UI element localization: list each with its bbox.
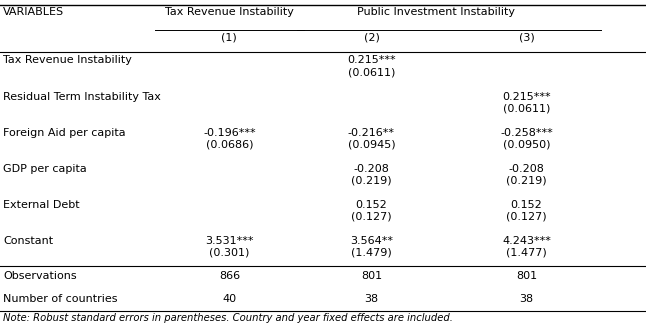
Text: -0.196***: -0.196*** (203, 128, 256, 138)
Text: 4.243***: 4.243*** (502, 236, 551, 246)
Text: GDP per capita: GDP per capita (3, 164, 87, 174)
Text: (0.0950): (0.0950) (503, 140, 550, 150)
Text: Note: Robust standard errors in parentheses. Country and year fixed effects are : Note: Robust standard errors in parenthe… (3, 313, 453, 323)
Text: (1.477): (1.477) (506, 248, 547, 258)
Text: (0.127): (0.127) (351, 212, 391, 222)
Text: Public Investment Instability: Public Investment Instability (357, 7, 515, 17)
Text: (2): (2) (364, 33, 379, 43)
Text: 38: 38 (364, 294, 379, 304)
Text: External Debt: External Debt (3, 200, 80, 210)
Text: Foreign Aid per capita: Foreign Aid per capita (3, 128, 126, 138)
Text: -0.258***: -0.258*** (500, 128, 553, 138)
Text: (0.301): (0.301) (209, 248, 249, 258)
Text: Tax Revenue Instability: Tax Revenue Instability (3, 56, 132, 66)
Text: (0.0686): (0.0686) (205, 140, 253, 150)
Text: (0.219): (0.219) (506, 176, 547, 185)
Text: -0.208: -0.208 (353, 164, 390, 174)
Text: (0.127): (0.127) (506, 212, 547, 222)
Text: (0.0611): (0.0611) (348, 68, 395, 78)
Text: 0.215***: 0.215*** (502, 91, 551, 101)
Text: Tax Revenue Instability: Tax Revenue Instability (165, 7, 294, 17)
Text: 3.564**: 3.564** (350, 236, 393, 246)
Text: Residual Term Instability Tax: Residual Term Instability Tax (3, 91, 161, 101)
Text: (0.0611): (0.0611) (503, 103, 550, 113)
Text: Observations: Observations (3, 271, 77, 281)
Text: (3): (3) (519, 33, 534, 43)
Text: 0.215***: 0.215*** (347, 56, 396, 66)
Text: (0.0945): (0.0945) (348, 140, 395, 150)
Text: 866: 866 (219, 271, 240, 281)
Text: 3.531***: 3.531*** (205, 236, 254, 246)
Text: -0.208: -0.208 (508, 164, 545, 174)
Text: VARIABLES: VARIABLES (3, 7, 65, 17)
Text: Constant: Constant (3, 236, 54, 246)
Text: -0.216**: -0.216** (348, 128, 395, 138)
Text: 38: 38 (519, 294, 534, 304)
Text: 801: 801 (516, 271, 537, 281)
Text: (0.219): (0.219) (351, 176, 391, 185)
Text: 40: 40 (222, 294, 236, 304)
Text: (1): (1) (222, 33, 237, 43)
Text: (1.479): (1.479) (351, 248, 392, 258)
Text: 801: 801 (361, 271, 382, 281)
Text: Number of countries: Number of countries (3, 294, 118, 304)
Text: 0.152: 0.152 (355, 200, 388, 210)
Text: 0.152: 0.152 (510, 200, 543, 210)
